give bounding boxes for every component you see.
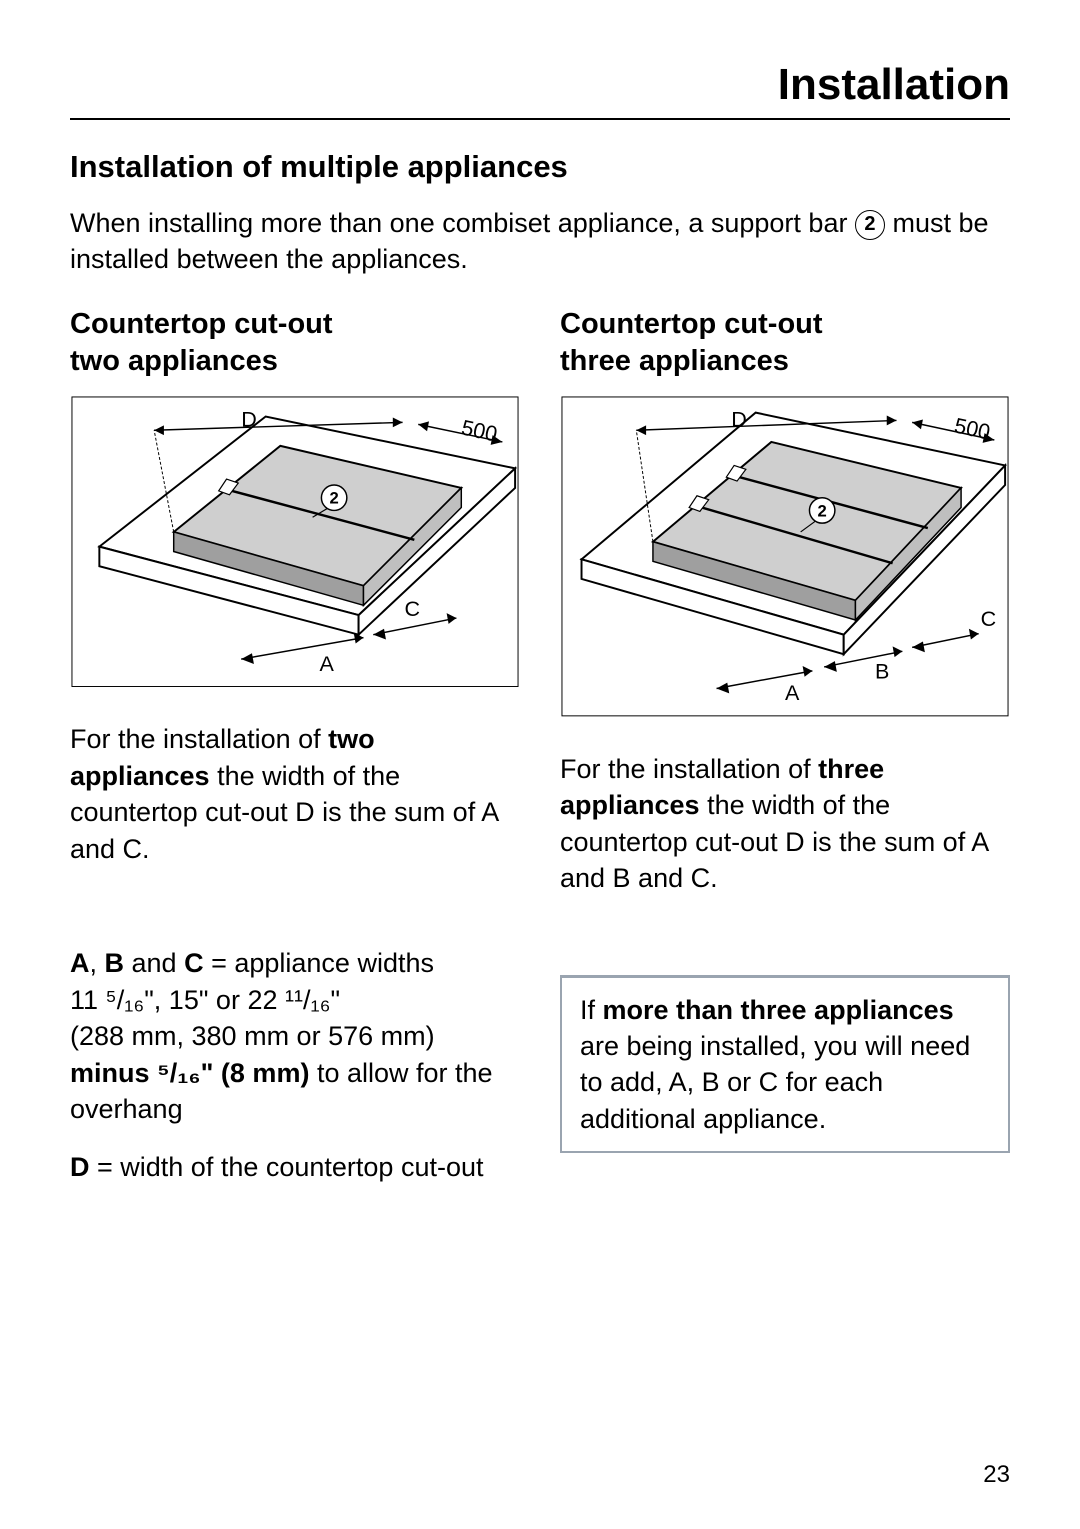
left-heading-line2: two appliances xyxy=(70,345,278,377)
svg-text:500: 500 xyxy=(952,414,992,445)
right-heading-line1: Countertop cut-out xyxy=(560,308,823,340)
intro-paragraph: When installing more than one combiset a… xyxy=(70,205,1010,278)
page-title: Installation xyxy=(70,60,1010,110)
svg-text:2: 2 xyxy=(818,501,827,520)
legend-minus: minus ⁵/₁₆" (8 mm) xyxy=(70,1058,309,1088)
legend-b: B xyxy=(105,948,125,978)
page-root: Installation Installation of multiple ap… xyxy=(0,0,1080,1529)
svg-text:B: B xyxy=(875,660,889,684)
legend-line2: 11 ⁵/₁₆", 15" or 22 ¹¹/₁₆" xyxy=(70,985,340,1015)
legend-d-tail: = width of the countertop cut-out xyxy=(90,1152,484,1182)
right-heading: Countertop cut-out three appliances xyxy=(560,306,1010,381)
columns: Countertop cut-out two appliances xyxy=(70,306,1010,1208)
right-caption-before: For the installation of xyxy=(560,754,818,784)
legend-abc: A, B and C = appliance widths 11 ⁵/₁₆", … xyxy=(70,945,520,1127)
right-heading-line2: three appliances xyxy=(560,345,789,377)
left-heading-line1: Countertop cut-out xyxy=(70,308,333,340)
legend-d-bold: D xyxy=(70,1152,90,1182)
legend-line3: (288 mm, 380 mm or 576 mm) xyxy=(70,1021,435,1051)
spacer xyxy=(70,889,520,945)
col-right: Countertop cut-out three appliances xyxy=(560,306,1010,1208)
spacer-right xyxy=(560,919,1010,975)
right-caption: For the installation of three appliances… xyxy=(560,751,1010,897)
circled-2-inline: 2 xyxy=(855,210,885,240)
left-caption-before: For the installation of xyxy=(70,724,328,754)
callout-bold: more than three appliances xyxy=(603,995,954,1025)
legend-sep1: , xyxy=(90,948,105,978)
intro-text-before: When installing more than one combiset a… xyxy=(70,208,855,238)
svg-text:C: C xyxy=(405,597,421,621)
svg-text:D: D xyxy=(241,407,257,431)
svg-text:500: 500 xyxy=(459,416,499,447)
section-heading: Installation of multiple appliances xyxy=(70,148,1010,187)
legend-sep2: and xyxy=(124,948,184,978)
legend-d: D = width of the countertop cut-out xyxy=(70,1149,520,1185)
col-left: Countertop cut-out two appliances xyxy=(70,306,520,1208)
svg-text:A: A xyxy=(785,681,800,705)
svg-text:2: 2 xyxy=(330,489,339,508)
legend-a: A xyxy=(70,948,90,978)
page-number: 23 xyxy=(983,1461,1010,1489)
callout-before: If xyxy=(580,995,603,1025)
legend-c: C xyxy=(184,948,204,978)
svg-text:C: C xyxy=(981,607,997,631)
title-rule xyxy=(70,118,1010,120)
left-caption: For the installation of two appliances t… xyxy=(70,721,520,867)
callout-after: are being installed, you will need to ad… xyxy=(580,1031,970,1134)
diagram-two-appliances: 2 D 500 A xyxy=(70,395,520,688)
diagram-three-appliances: 2 D 500 A B xyxy=(560,395,1010,718)
legend-tail: = appliance widths xyxy=(204,948,434,978)
callout-box: If more than three appliances are being … xyxy=(560,975,1010,1154)
svg-text:A: A xyxy=(319,652,334,676)
left-heading: Countertop cut-out two appliances xyxy=(70,306,520,381)
svg-text:D: D xyxy=(731,407,747,431)
